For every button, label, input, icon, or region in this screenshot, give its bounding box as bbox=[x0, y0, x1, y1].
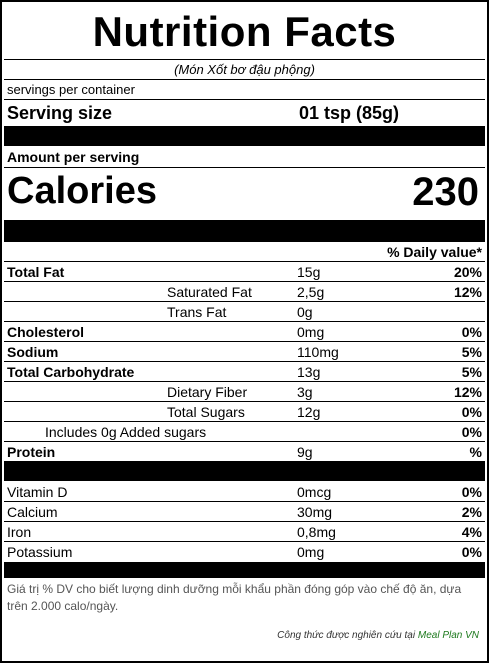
divider bbox=[4, 281, 485, 282]
nutrient-dv: 5% bbox=[461, 364, 482, 380]
divider bbox=[4, 167, 485, 168]
divider bbox=[4, 521, 485, 522]
divider bbox=[4, 421, 485, 422]
nutrient-amount: 3g bbox=[297, 384, 313, 400]
divider bbox=[4, 541, 485, 542]
vitamin-name: Iron bbox=[7, 524, 32, 540]
amount-per-serving: Amount per serving bbox=[7, 149, 140, 165]
nutrient-name: Cholesterol bbox=[7, 324, 85, 340]
vitamin-amount: 30mg bbox=[297, 504, 333, 520]
nutrient-dv: 20% bbox=[453, 264, 482, 280]
divider bbox=[4, 261, 485, 262]
thick-divider bbox=[4, 126, 485, 146]
calories-value: 230 bbox=[412, 170, 479, 214]
nutrient-name: Total Sugars bbox=[167, 404, 245, 420]
vitamin-amount: 0mg bbox=[297, 544, 325, 560]
daily-value-footnote: Giá trị % DV cho biết lượng dinh dưỡng m… bbox=[7, 582, 462, 613]
vitamin-amount: 0mcg bbox=[297, 484, 332, 500]
nutrient-dv: 0% bbox=[461, 324, 482, 340]
nutrient-dv: % bbox=[469, 444, 482, 460]
recipe-credit: Công thức được nghiên cứu tại Meal Plan … bbox=[277, 630, 479, 641]
vitamin-dv: 0% bbox=[461, 484, 482, 500]
vitamin-name: Potassium bbox=[7, 544, 73, 560]
title-box: Nutrition Facts bbox=[4, 4, 485, 60]
nutrient-dv: 12% bbox=[453, 384, 482, 400]
nutrient-name: Sodium bbox=[7, 344, 59, 360]
divider bbox=[4, 321, 485, 322]
nutrient-dv: 12% bbox=[453, 284, 482, 300]
vitamin-amount: 0,8mg bbox=[297, 524, 336, 540]
credit-text: Công thức được nghiên cứu tại bbox=[277, 630, 416, 641]
nutrient-dv: 0% bbox=[461, 424, 482, 440]
vitamin-dv: 2% bbox=[461, 504, 482, 520]
nutrient-amount: 2,5g bbox=[297, 284, 325, 300]
thick-divider bbox=[4, 220, 485, 242]
nutrient-amount: 0g bbox=[297, 304, 313, 320]
daily-value-header: % Daily value* bbox=[387, 244, 482, 260]
divider bbox=[4, 361, 485, 362]
divider bbox=[4, 341, 485, 342]
label-title: Nutrition Facts bbox=[92, 7, 397, 55]
dish-name: (Món Xốt bơ đậu phộng) bbox=[174, 62, 315, 77]
vitamin-dv: 0% bbox=[461, 544, 482, 560]
nutrient-name: Includes 0g Added sugars bbox=[45, 424, 207, 440]
divider bbox=[4, 301, 485, 302]
nutrient-dv: 0% bbox=[461, 404, 482, 420]
nutrient-amount: 9g bbox=[297, 444, 313, 460]
nutrient-name: Trans Fat bbox=[167, 304, 227, 320]
divider bbox=[4, 441, 485, 442]
nutrient-dv: 5% bbox=[461, 344, 482, 360]
thick-divider bbox=[4, 562, 485, 578]
nutrient-name: Dietary Fiber bbox=[167, 384, 248, 400]
divider bbox=[4, 99, 485, 100]
nutrient-amount: 13g bbox=[297, 364, 321, 380]
nutrient-name: Saturated Fat bbox=[167, 284, 252, 300]
vitamin-name: Vitamin D bbox=[7, 484, 68, 500]
subtitle-box: (Món Xốt bơ đậu phộng) bbox=[4, 60, 485, 80]
vitamin-dv: 4% bbox=[461, 524, 482, 540]
nutrient-name: Total Fat bbox=[7, 264, 65, 280]
servings-per-container: servings per container bbox=[7, 82, 135, 97]
divider bbox=[4, 501, 485, 502]
divider bbox=[4, 401, 485, 402]
serving-size-label: Serving size bbox=[7, 103, 113, 123]
nutrient-amount: 0mg bbox=[297, 324, 325, 340]
nutrient-amount: 15g bbox=[297, 264, 321, 280]
credit-source: Meal Plan VN bbox=[417, 630, 479, 641]
vitamin-name: Calcium bbox=[7, 504, 58, 520]
divider bbox=[4, 381, 485, 382]
thick-divider bbox=[4, 461, 485, 481]
nutrient-name: Protein bbox=[7, 444, 56, 460]
nutrient-name: Total Carbohydrate bbox=[7, 364, 135, 380]
nutrient-amount: 110mg bbox=[297, 344, 339, 360]
nutrient-amount: 12g bbox=[297, 404, 321, 420]
serving-size-value: 01 tsp (85g) bbox=[299, 103, 400, 123]
calories-label: Calories bbox=[7, 170, 157, 212]
